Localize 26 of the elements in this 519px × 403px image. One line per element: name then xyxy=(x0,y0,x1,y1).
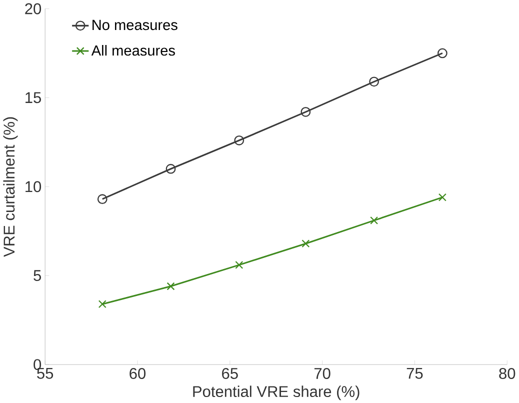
legend-label: All measures xyxy=(91,44,175,56)
y-axis-title: VRE curtailment (%) xyxy=(3,117,18,257)
point xyxy=(302,239,310,248)
y-tick-label: 10 xyxy=(26,180,42,192)
point xyxy=(235,260,244,269)
y-tick-label: 5 xyxy=(34,270,41,281)
x-tick-label: 70 xyxy=(314,368,330,379)
point xyxy=(369,76,380,86)
y-tick-label: 15 xyxy=(26,92,41,103)
x-tick-label: 60 xyxy=(130,368,146,379)
point xyxy=(166,282,175,290)
legend-label: No measures xyxy=(92,20,178,30)
point xyxy=(97,194,108,204)
point xyxy=(234,135,244,146)
x-tick-label: 65 xyxy=(222,368,238,379)
point xyxy=(437,48,448,58)
x-axis-title: Potential VRE share (%) xyxy=(193,385,360,400)
x-tick-label: 80 xyxy=(499,368,516,379)
point xyxy=(166,164,176,174)
point xyxy=(438,193,446,202)
x-tick-label: 55 xyxy=(37,368,54,379)
x-tick-label: 75 xyxy=(406,368,423,379)
point xyxy=(98,300,106,308)
point xyxy=(370,216,378,224)
point xyxy=(300,106,311,117)
y-tick-label: 20 xyxy=(25,3,42,14)
